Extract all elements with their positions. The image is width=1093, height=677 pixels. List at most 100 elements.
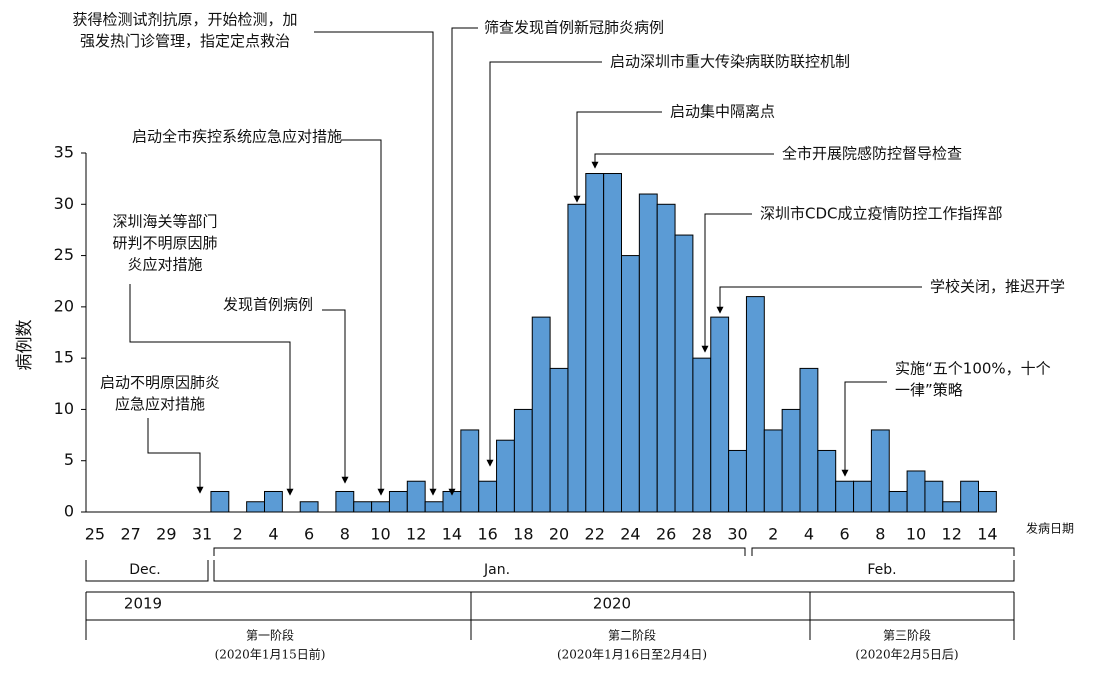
y-tick-label: 30: [54, 194, 74, 213]
phase-range: (2020年2月5日后): [855, 648, 958, 662]
annotation-arrow: [129, 284, 294, 496]
bar: [549, 367, 569, 513]
bar: [621, 255, 640, 513]
bar: [478, 480, 498, 513]
month-label: Feb.: [867, 562, 896, 578]
annotation: 获得检测试剂抗原，开始检测，加: [72, 11, 297, 29]
y-axis-label: 病例数: [15, 320, 35, 371]
year-label: 2019: [124, 595, 162, 613]
bar: [692, 357, 712, 513]
annotation-arrow: [314, 31, 437, 496]
bar: [531, 316, 551, 513]
annotation-arrow: [322, 309, 349, 484]
annotation: 发现首例病例: [223, 296, 313, 314]
x-tick-label: 10: [370, 525, 390, 544]
x-tick-label: 24: [620, 525, 640, 544]
bar: [388, 490, 408, 513]
bar: [567, 203, 587, 513]
bar: [353, 501, 373, 513]
x-tick-label: 26: [656, 525, 676, 544]
bar: [835, 480, 855, 513]
annotation: 学校关闭，推迟开学: [930, 278, 1065, 296]
x-tick-label: 4: [804, 525, 814, 544]
bar: [942, 501, 962, 513]
annotation: 炎应对措施: [127, 256, 202, 274]
annotation-arrow: [591, 153, 774, 169]
annotation: 强发热门诊管理，指定定点救治: [80, 32, 290, 50]
bar: [853, 480, 872, 513]
bar: [246, 501, 265, 513]
x-tick-label: 30: [727, 525, 747, 544]
bar: [781, 408, 801, 513]
x-tick-label: 20: [549, 525, 569, 544]
month-label: Dec.: [129, 562, 161, 578]
x-tick-label: 10: [906, 525, 926, 544]
annotation: 启动不明原因肺炎: [100, 374, 220, 392]
y-tick-label: 35: [54, 143, 74, 162]
bar: [406, 480, 426, 513]
bar: [870, 429, 890, 513]
annotation-arrow: [486, 61, 602, 467]
bar: [799, 367, 819, 513]
bar: [638, 193, 658, 513]
annotation: 应急应对措施: [115, 395, 205, 413]
bar: [210, 490, 230, 513]
phase-range: (2020年1月16日至2月4日): [557, 648, 707, 662]
date-brackets: [85, 547, 1015, 640]
x-tick-label: 14: [442, 525, 462, 544]
bar: [745, 296, 765, 513]
x-tick-label: 25: [85, 525, 105, 544]
x-tick-label: 6: [304, 525, 314, 544]
month-label: Jan.: [483, 562, 510, 578]
x-tick-label: 2: [768, 525, 778, 544]
annotation: 研判不明原因肺: [112, 234, 217, 252]
annotation-arrow: [147, 418, 204, 494]
annotation: 深圳海关等部门: [112, 213, 217, 231]
x-tick-label: 12: [942, 525, 962, 544]
x-tick-label: 22: [585, 525, 605, 544]
y-tick-label: 15: [54, 348, 74, 367]
y-tick-label: 25: [54, 245, 74, 264]
annotation-arrow: [341, 139, 385, 496]
phase-range: (2020年1月15日前): [215, 647, 326, 662]
x-tick-label: 28: [692, 525, 712, 544]
bar: [728, 449, 747, 513]
annotation-arrow: [573, 111, 662, 203]
x-tick-label: 16: [477, 525, 497, 544]
bar: [656, 203, 676, 513]
bar: [906, 470, 926, 513]
phase-name: 第三阶段: [883, 628, 931, 643]
bar: [674, 234, 694, 513]
bar: [371, 501, 390, 513]
bar: [496, 439, 515, 513]
x-tick-label: 18: [513, 525, 533, 544]
bar: [264, 490, 283, 513]
annotation-arrow: [841, 381, 887, 477]
bar: [924, 480, 944, 513]
bar: [960, 480, 980, 513]
phase-name: 第一阶段: [246, 628, 294, 643]
x-tick-label: 27: [120, 525, 140, 544]
bar: [763, 429, 783, 513]
x-axis-label: 发病日期: [1026, 521, 1074, 536]
bar: [888, 490, 908, 513]
x-tick-label: 6: [840, 525, 850, 544]
x-tick-label: 14: [977, 525, 997, 544]
y-tick-label: 0: [64, 502, 74, 521]
year-label: 2020: [593, 595, 631, 613]
x-tick-label: 8: [340, 525, 350, 544]
annotation: 深圳市CDC成立疫情防控工作指挥部: [760, 205, 1003, 223]
annotation: 筛查发现首例新冠肺炎病例: [484, 19, 664, 37]
bar: [460, 429, 480, 513]
bar: [335, 490, 355, 513]
annotation: 启动集中隔离点: [670, 103, 775, 121]
x-tick-label: 2: [233, 525, 243, 544]
x-tick-label: 4: [268, 525, 278, 544]
bar: [424, 501, 444, 513]
x-tick-label: 29: [156, 525, 176, 544]
annotation: 全市开展院感防控督导检查: [782, 145, 962, 163]
bar: [710, 316, 730, 513]
phase-name: 第二阶段: [608, 628, 656, 643]
annotation-arrow: [716, 286, 922, 314]
